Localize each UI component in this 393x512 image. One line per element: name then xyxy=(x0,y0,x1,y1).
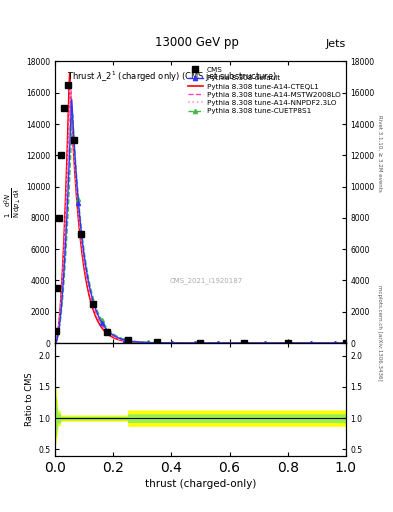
Text: Jets: Jets xyxy=(325,38,346,49)
Y-axis label: $\frac{1}{\mathrm{N}}\frac{\mathrm{d}^{2}N}{\mathrm{d}p_\perp\mathrm{d}\lambda}$: $\frac{1}{\mathrm{N}}\frac{\mathrm{d}^{2… xyxy=(2,187,23,218)
Legend: CMS, Pythia 8.308 default, Pythia 8.308 tune-A14-CTEQL1, Pythia 8.308 tune-A14-M: CMS, Pythia 8.308 default, Pythia 8.308 … xyxy=(186,65,342,116)
X-axis label: thrust (charged-only): thrust (charged-only) xyxy=(145,479,256,489)
Text: CMS_2021_I1920187: CMS_2021_I1920187 xyxy=(170,278,243,285)
Y-axis label: Ratio to CMS: Ratio to CMS xyxy=(25,373,34,426)
Text: 13000 GeV pp: 13000 GeV pp xyxy=(154,36,239,49)
Text: Thrust $\lambda\_2^1$ (charged only) (CMS jet substructure): Thrust $\lambda\_2^1$ (charged only) (CM… xyxy=(67,70,277,84)
Text: Rivet 3.1.10, ≥ 3.2M events: Rivet 3.1.10, ≥ 3.2M events xyxy=(377,115,382,192)
Text: mcplots.cern.ch [arXiv:1306.3436]: mcplots.cern.ch [arXiv:1306.3436] xyxy=(377,285,382,380)
